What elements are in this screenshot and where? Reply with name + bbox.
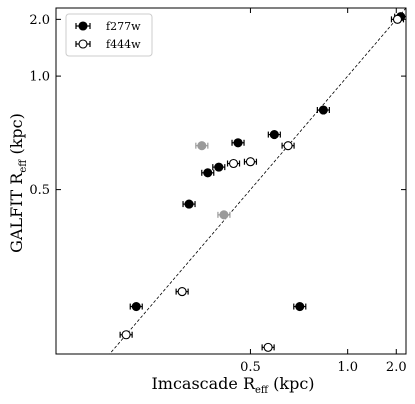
data-point	[293, 302, 307, 312]
marker-open-circle	[245, 157, 255, 167]
one-to-one-line	[109, 8, 406, 354]
x-axis-title: Imcascade Reff (kpc)	[151, 374, 314, 396]
y-tick-label: 1.0	[29, 70, 50, 85]
data-point	[175, 287, 189, 297]
legend-box	[65, 13, 153, 57]
data-point	[226, 158, 241, 169]
data-point	[119, 330, 133, 340]
marker-open-circle	[392, 14, 403, 24]
data-point	[261, 342, 275, 352]
y-axis-title: GALFIT Reff (kpc)	[7, 113, 29, 253]
data-point	[129, 302, 143, 312]
data-point	[267, 130, 281, 140]
legend-marker	[78, 39, 88, 49]
marker-open-circle	[263, 342, 273, 352]
plot-area	[109, 8, 406, 354]
data-point	[212, 162, 226, 172]
legend-entry: f277w	[75, 20, 141, 33]
data-point	[390, 14, 405, 24]
data-point	[217, 210, 231, 220]
legend-label: f277w	[106, 20, 141, 33]
marker-filled-circle	[269, 130, 279, 140]
marker-open-circle	[177, 287, 187, 297]
data-point	[231, 138, 245, 148]
marker-filled-circle	[233, 138, 243, 148]
marker-filled-circle	[214, 162, 224, 172]
data-point	[182, 199, 196, 209]
x-tick-label: 0.5	[240, 360, 261, 375]
data-point	[243, 157, 258, 167]
marker-open-circle	[283, 141, 293, 151]
marker-filled-circle	[318, 105, 328, 115]
legend-marker	[78, 21, 88, 31]
marker-filled-circle	[131, 302, 141, 312]
marker-filled-circle	[184, 199, 194, 209]
x-tick-label: 2.0	[386, 360, 407, 375]
y-tick-label: 2.0	[29, 13, 50, 28]
marker-filled-circle	[203, 168, 213, 178]
data-point	[316, 105, 330, 115]
data-point	[201, 168, 215, 178]
data-point	[281, 141, 295, 151]
y-tick-label: 0.5	[29, 183, 50, 198]
data-point	[195, 141, 209, 151]
x-tick-label: 1.0	[337, 360, 358, 375]
legend-entry: f444w	[75, 38, 141, 51]
plot-frame	[55, 7, 407, 355]
marker-filled-circle	[295, 302, 305, 312]
marker-open-circle	[121, 330, 131, 340]
legend-label: f444w	[106, 38, 141, 51]
marker-gray-circle	[219, 210, 229, 220]
marker-open-circle	[228, 158, 239, 169]
marker-gray-circle	[197, 141, 207, 151]
